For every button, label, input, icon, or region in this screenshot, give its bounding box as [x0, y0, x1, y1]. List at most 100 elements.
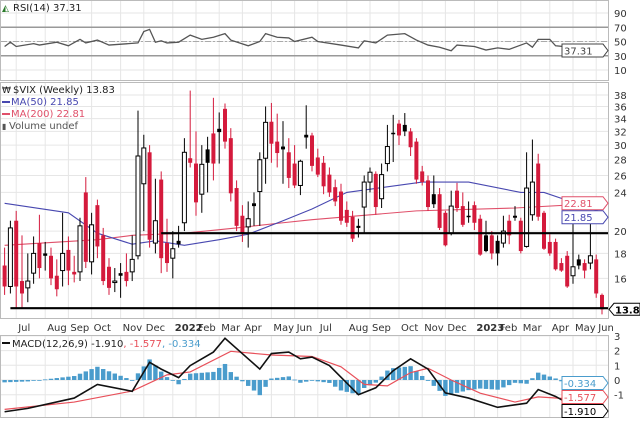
- macd-histogram-bar: [25, 380, 30, 382]
- candle: [240, 205, 245, 242]
- candle: [141, 134, 147, 232]
- price-tick-label: 36: [614, 102, 627, 113]
- macd-histogram-bar: [66, 376, 71, 380]
- candle: [431, 175, 436, 208]
- candle: [327, 167, 332, 197]
- candle-body: [310, 135, 314, 166]
- candle-body: [327, 174, 332, 193]
- macd-histogram-bar: [193, 373, 199, 380]
- macd-histogram-bar: [147, 359, 152, 380]
- month-tick-label: Mar: [523, 323, 543, 334]
- candle: [524, 152, 530, 248]
- signal-value-tag-box: [561, 390, 609, 404]
- candle: [344, 201, 349, 227]
- price-legend-title: $VIX (Weekly) 13.83: [13, 85, 115, 96]
- candle-body: [275, 141, 280, 154]
- price-panel-frame: [0, 82, 609, 319]
- macd-histogram-bar: [350, 380, 355, 394]
- macd-histogram-bar: [112, 373, 117, 380]
- candle: [478, 214, 483, 256]
- candle-body: [495, 240, 500, 254]
- candle: [553, 238, 558, 271]
- price-tick-label: 38: [614, 91, 627, 102]
- candle: [101, 227, 106, 286]
- candle-body: [587, 255, 593, 264]
- candle-body: [507, 220, 512, 236]
- macd-histogram-bar: [286, 376, 291, 380]
- macd-histogram-bar: [396, 367, 402, 380]
- candle: [384, 124, 390, 172]
- candle-body: [181, 151, 187, 224]
- candle: [495, 235, 500, 266]
- candle-body: [245, 218, 251, 228]
- candle-body: [384, 146, 390, 165]
- candle: [66, 236, 71, 286]
- macd-histogram-bar: [443, 380, 448, 396]
- macd-histogram-bar: [298, 380, 303, 383]
- month-tick-label: Jul: [17, 323, 30, 334]
- candle: [49, 247, 53, 286]
- candle: [367, 167, 373, 193]
- month-tick-label: 2023: [476, 323, 504, 334]
- candle-body: [426, 180, 430, 208]
- candle-body: [448, 205, 454, 234]
- candle: [570, 218, 576, 284]
- candle: [95, 199, 100, 259]
- candle: [310, 132, 314, 172]
- macd-histogram-bar: [454, 380, 460, 393]
- candle-body: [234, 188, 239, 226]
- candle: [472, 201, 477, 231]
- rsi-value-tag-box: [561, 43, 609, 58]
- macd-histogram-bar: [489, 380, 494, 390]
- candle-body: [269, 121, 274, 144]
- macd-histogram-bar: [280, 377, 286, 380]
- price-tick-label: 20: [614, 227, 627, 238]
- macd-histogram-bar: [257, 380, 262, 396]
- rsi-panel: [1, 26, 608, 57]
- candle-body: [420, 171, 425, 183]
- candle: [455, 182, 459, 212]
- macd-tick-label: 2: [614, 347, 620, 358]
- macd-histogram-bar: [478, 380, 483, 389]
- macd-tick-label: 3: [614, 332, 620, 343]
- ma200-value-tag-text: 22.81: [564, 199, 593, 210]
- rsi-tick-label: 70: [614, 23, 627, 34]
- rsi-legend: ◭ RSI(14) 37.31: [2, 3, 82, 14]
- candle: [135, 110, 141, 260]
- candle-body: [101, 235, 106, 282]
- candle: [199, 145, 205, 213]
- candle: [2, 247, 7, 295]
- candle: [170, 231, 176, 279]
- candle: [31, 236, 37, 284]
- candle-body: [107, 266, 111, 288]
- macd-histogram-bar: [205, 372, 210, 380]
- macd-histogram-bar: [547, 376, 552, 380]
- candle-body: [37, 243, 42, 269]
- candle: [112, 268, 118, 293]
- candle: [582, 259, 587, 279]
- macd-histogram-bar: [217, 367, 222, 380]
- candle: [460, 192, 465, 227]
- candle: [489, 231, 494, 260]
- candle: [20, 235, 24, 309]
- macd-value-tag: -1.910: [561, 404, 609, 418]
- ma200-value-tag-box: [561, 196, 609, 211]
- macd-histogram-bar: [472, 380, 477, 390]
- candle: [559, 258, 564, 272]
- candle: [500, 215, 506, 248]
- candle-body: [600, 294, 604, 310]
- rsi-tick-label: 30: [614, 52, 627, 63]
- candle-body: [7, 227, 13, 287]
- candle: [373, 171, 378, 215]
- macd-histogram-bar: [19, 380, 25, 382]
- macd-histogram-bar: [385, 370, 390, 380]
- macd-histogram-bar: [159, 371, 164, 380]
- candle-body: [89, 224, 95, 263]
- candle-body: [570, 266, 576, 277]
- candle: [211, 97, 216, 181]
- macd-legend-line: MACD(12,26,9) -1.910, -1.577, -0.334: [12, 339, 201, 350]
- macd-histogram-bar: [275, 377, 280, 380]
- ma50-legend: MA(50) 21.85: [11, 97, 79, 108]
- candle: [25, 253, 31, 303]
- candle-body: [402, 124, 407, 132]
